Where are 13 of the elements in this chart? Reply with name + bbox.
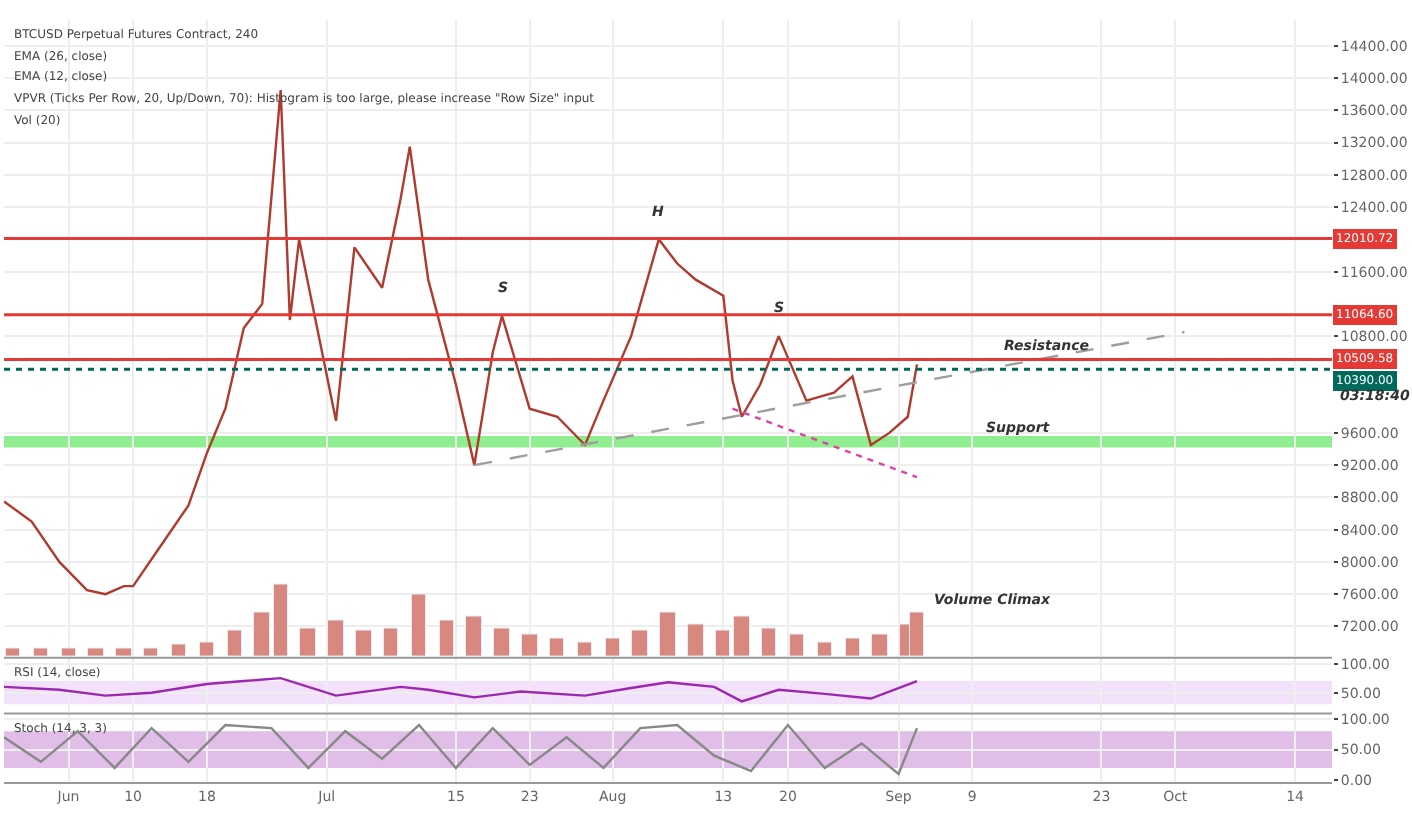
bar	[33, 647, 48, 657]
bar	[871, 633, 888, 657]
bar	[171, 643, 186, 657]
line-series	[4, 676, 919, 703]
bar	[845, 637, 860, 657]
bar	[5, 647, 20, 657]
line-series	[4, 723, 919, 776]
bar	[549, 637, 564, 657]
bar	[817, 641, 832, 657]
bar	[143, 647, 158, 657]
bar	[87, 647, 104, 657]
line-series	[4, 88, 919, 596]
bar	[577, 641, 592, 657]
